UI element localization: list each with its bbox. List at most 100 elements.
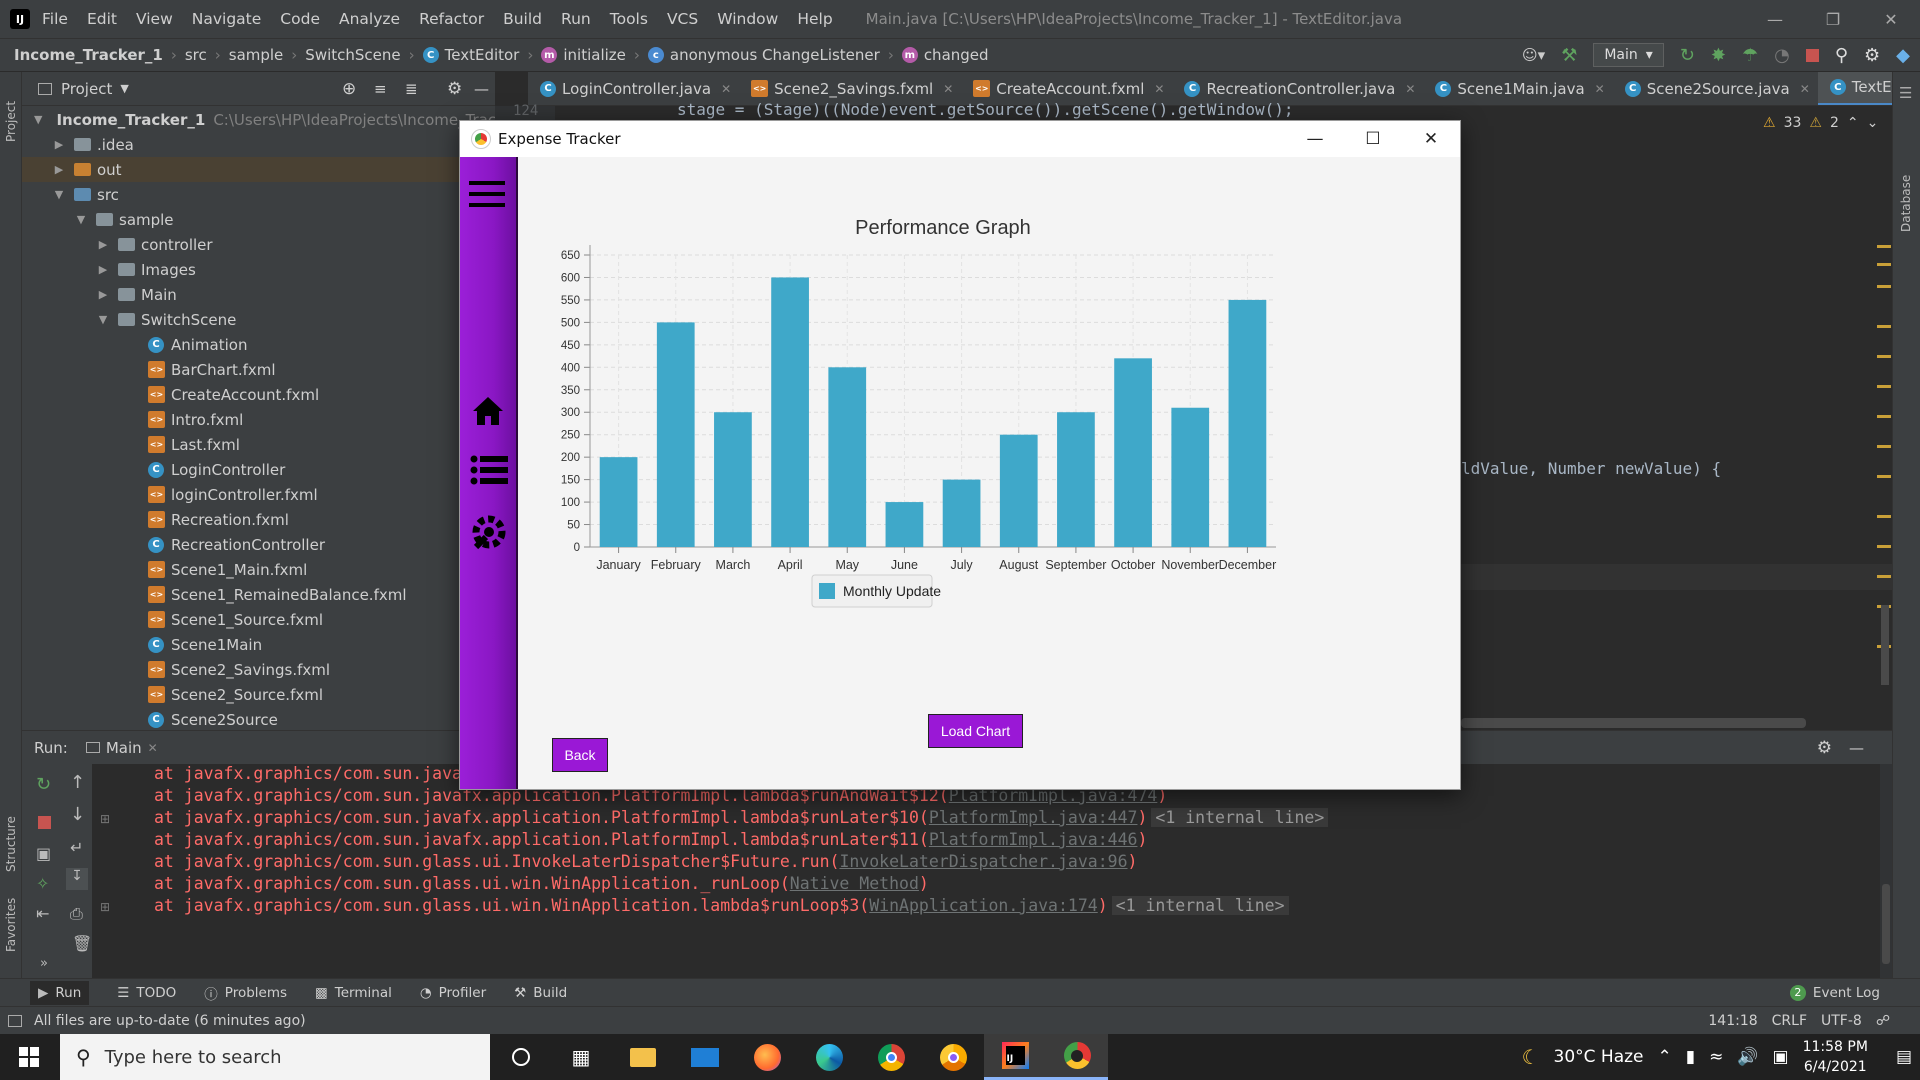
search-icon[interactable]: ⚲ [1834, 44, 1849, 66]
close-icon[interactable]: ✕ [1884, 9, 1898, 29]
bar-december[interactable] [1228, 299, 1267, 547]
breadcrumb-src[interactable]: src [184, 46, 207, 64]
firefox-icon[interactable] [736, 1034, 798, 1080]
toolbox-icon[interactable]: ◆ [1896, 44, 1910, 66]
menu-analyze[interactable]: Analyze [338, 10, 401, 28]
menu-edit[interactable]: Edit [86, 10, 117, 28]
menu-run[interactable]: Run [561, 10, 591, 28]
tab-logincontroller[interactable]: C LoginController.java ✕ [528, 72, 739, 105]
tab-recreationcontroller[interactable]: C RecreationController.java ✕ [1172, 72, 1423, 105]
chevron-right-icon[interactable]: ▶ [98, 263, 108, 276]
chevron-down-icon[interactable]: ▼ [34, 113, 43, 126]
file-encoding[interactable]: UTF-8 [1821, 1012, 1862, 1029]
breadcrumb-changed[interactable]: m changed [901, 46, 989, 64]
load-chart-button[interactable]: Load Chart [928, 714, 1023, 748]
stop-icon[interactable] [38, 816, 51, 829]
bar-march[interactable] [714, 412, 752, 547]
wifi-icon[interactable]: ≈ [1709, 1047, 1724, 1067]
bar-february[interactable] [656, 322, 695, 547]
stacktrace-link[interactable]: InvokeLaterDispatcher.java:96 [839, 852, 1128, 871]
tree-item-switchscene[interactable]: ▼ SwitchScene [22, 307, 495, 332]
line-separator[interactable]: CRLF [1771, 1012, 1807, 1029]
chevron-right-icon[interactable]: ▶ [98, 238, 108, 251]
stacktrace-link[interactable]: WinApplication.java:174 [869, 896, 1098, 915]
volume-icon[interactable]: 🔊 [1737, 1047, 1759, 1067]
breadcrumb-switchscene[interactable]: SwitchScene [305, 46, 401, 64]
inspection-widget[interactable]: ⚠ 33 ⚠ 2 ⌃ ⌄ [1763, 115, 1878, 131]
tree-item-file[interactable]: C Scene2Source [22, 707, 495, 730]
menu-build[interactable]: Build [503, 10, 543, 28]
tree-item-file[interactable]: <> Scene2_Savings.fxml [22, 657, 495, 682]
tab-scene2-savings[interactable]: <> Scene2_Savings.fxml ✕ [739, 72, 961, 105]
settings-gear-icon[interactable]: ⚙ [447, 78, 463, 99]
exit-icon[interactable]: ⇤ [36, 904, 50, 923]
close-tab-icon[interactable]: ✕ [147, 740, 158, 755]
task-view-icon[interactable]: ▦ [571, 1045, 591, 1069]
tab-todo[interactable]: ☰ TODO [117, 985, 176, 1001]
minimize-icon[interactable]: — [1767, 9, 1783, 29]
rerun-icon[interactable]: ↻ [1679, 44, 1695, 66]
expense-tracker-taskbar-icon[interactable] [1046, 1034, 1108, 1080]
database-icon[interactable]: ☰ [1899, 84, 1913, 102]
close-tab-icon[interactable]: ✕ [721, 81, 732, 96]
settings-gear-icon[interactable]: ⚙ [1864, 44, 1881, 66]
tree-item-sample[interactable]: ▼ sample [22, 207, 495, 232]
menu-view[interactable]: View [135, 10, 173, 28]
tree-item-images[interactable]: ▶ Images [22, 257, 495, 282]
rerun-icon[interactable]: ↻ [36, 774, 52, 795]
hamburger-menu-icon[interactable] [469, 179, 505, 209]
console-scrollbar[interactable] [1880, 764, 1892, 978]
stacktrace-link[interactable]: PlatformImpl.java:447 [928, 808, 1138, 827]
tree-item-out[interactable]: ▶ out [22, 157, 495, 182]
tab-run-main[interactable]: Main ✕ [85, 739, 158, 757]
bar-june[interactable] [885, 502, 924, 547]
list-icon[interactable] [470, 455, 508, 485]
coverage-icon[interactable]: ☂ [1741, 44, 1759, 66]
breadcrumb-texteditor[interactable]: C TextEditor [422, 46, 519, 64]
menu-window[interactable]: Window [717, 10, 779, 28]
tab-scene1main[interactable]: C Scene1Main.java ✕ [1423, 72, 1612, 105]
menu-code[interactable]: Code [280, 10, 320, 28]
tree-item-file[interactable]: <> Recreation.fxml [22, 507, 495, 532]
profile-icon[interactable]: ◔ [1774, 44, 1790, 66]
close-tab-icon[interactable]: ✕ [943, 81, 954, 96]
tree-item-src[interactable]: ▼ src [22, 182, 495, 207]
tree-item-file[interactable]: C Scene1Main [22, 632, 495, 657]
settings-gear-icon[interactable]: ⚙ [1816, 737, 1832, 758]
run-config-select[interactable]: Main ▾ [1593, 43, 1664, 67]
fold-expand-icon[interactable]: ⊞ [100, 900, 111, 914]
tab-createaccount[interactable]: <> CreateAccount.fxml ✕ [961, 72, 1172, 105]
tree-item-main[interactable]: ▶ Main [22, 282, 495, 307]
tab-problems[interactable]: ⓘ Problems [204, 983, 287, 1003]
breadcrumb-project[interactable]: Income_Tracker_1 [14, 46, 163, 64]
cursor-position[interactable]: 141:18 [1708, 1012, 1758, 1029]
tree-item-file[interactable]: <> Last.fxml [22, 432, 495, 457]
tree-item-file[interactable]: <> Scene2_Source.fxml [22, 682, 495, 707]
chevron-right-icon[interactable]: ▶ [54, 163, 64, 176]
breadcrumb-initialize[interactable]: m initialize [541, 46, 626, 64]
stacktrace-link[interactable]: Native Method [789, 874, 919, 893]
close-tab-icon[interactable]: ✕ [1154, 81, 1165, 96]
hide-panel-icon[interactable]: — [474, 79, 489, 98]
tree-root[interactable]: ▼ Income_Tracker_1 C:\Users\HP\IdeaProject… [22, 107, 495, 132]
weather-moon-icon[interactable]: ☾ [1521, 1045, 1540, 1069]
scroll-to-end-icon[interactable]: ↧ [66, 868, 88, 890]
tree-item-file[interactable]: C LoginController [22, 457, 495, 482]
chrome-canary-icon[interactable] [922, 1034, 984, 1080]
windows-start-button[interactable] [0, 1034, 58, 1080]
bar-july[interactable] [942, 479, 981, 547]
chevron-right-icon[interactable]: ▶ [54, 138, 64, 151]
menu-refactor[interactable]: Refactor [419, 10, 485, 28]
menu-navigate[interactable]: Navigate [191, 10, 262, 28]
chrome-icon[interactable] [860, 1034, 922, 1080]
intellij-taskbar-icon[interactable]: IJ [984, 1034, 1046, 1080]
tree-item-file[interactable]: C Animation [22, 332, 495, 357]
menu-help[interactable]: Help [797, 10, 833, 28]
clock[interactable]: 11:58 PM 6/4/2021 [1803, 1037, 1868, 1077]
restore-layout-icon[interactable]: ✧ [36, 874, 50, 893]
trash-icon[interactable]: 🗑 [72, 934, 93, 953]
favorites-tool-tab[interactable]: Favorites [4, 897, 18, 952]
database-tool-tab[interactable]: Database [1899, 174, 1913, 232]
taskbar-search-box[interactable]: ⚲ Type here to search [60, 1034, 490, 1080]
menu-tools[interactable]: Tools [609, 10, 648, 28]
